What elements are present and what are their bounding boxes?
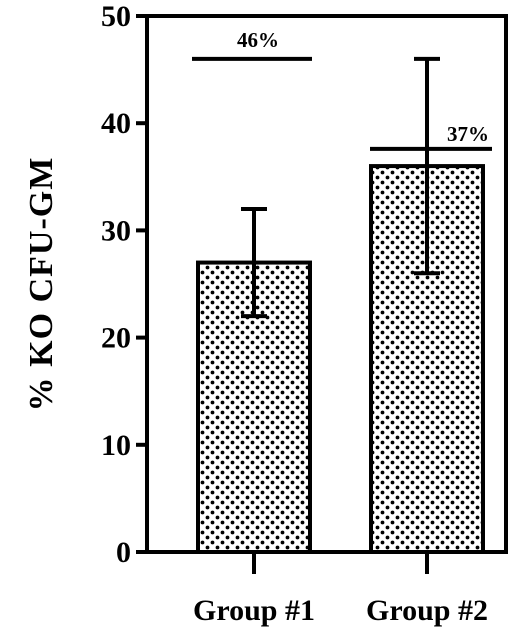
axes: [145, 14, 508, 554]
y-tick-label: 0: [116, 536, 131, 569]
y-tick-label: 40: [101, 107, 131, 140]
plot-frame: [145, 14, 508, 554]
y-tick-label: 10: [101, 429, 131, 462]
annotations: 46% 37%: [192, 28, 492, 151]
y-tick-label: 20: [101, 322, 131, 355]
y-tick-label: 50: [101, 0, 131, 33]
error-bars: [241, 56, 440, 319]
y-ticks: 0 10 20 30 40 50: [101, 0, 147, 569]
y-axis-label: % KO CFU-GM: [23, 157, 60, 412]
bars: [196, 164, 485, 555]
x-category-label: Group #1: [193, 594, 315, 627]
annotation-label: 37%: [447, 122, 489, 146]
x-categories: Group #1 Group #2: [193, 552, 488, 627]
x-category-label: Group #2: [366, 594, 488, 627]
y-tick-label: 30: [101, 214, 131, 247]
annotation-label: 46%: [237, 28, 279, 52]
